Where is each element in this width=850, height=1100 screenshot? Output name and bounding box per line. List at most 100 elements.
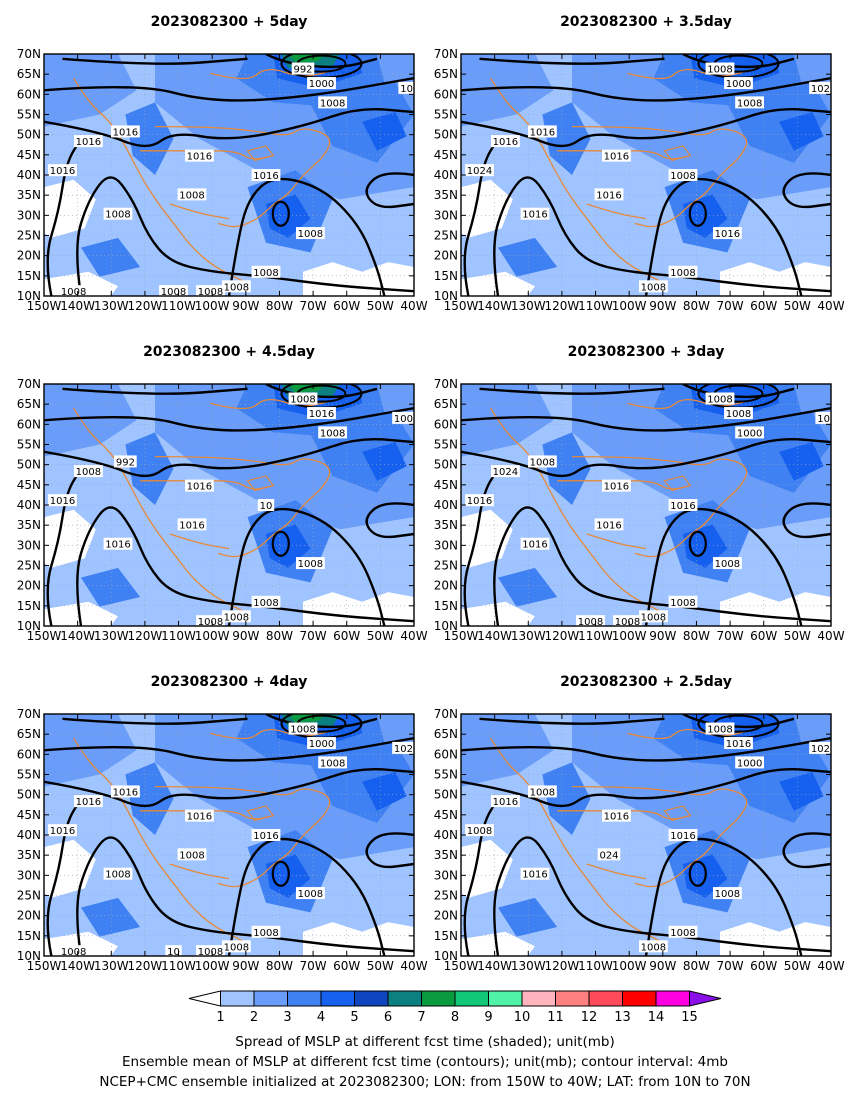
contour-label-bg	[318, 426, 347, 439]
spread-shade	[81, 567, 141, 607]
lake-outline	[246, 805, 275, 822]
low-spread-area	[461, 509, 513, 568]
contour-label-bg	[491, 135, 520, 148]
spread-shade	[542, 762, 591, 835]
isobar	[688, 530, 707, 557]
lat-tick-label: 30N	[434, 208, 458, 222]
lake-outline	[663, 145, 692, 162]
low-spread-area	[303, 592, 414, 626]
lon-tick-label: 60W	[750, 299, 777, 313]
contour-label: 1016	[596, 520, 621, 531]
contour-label: 1008	[320, 428, 345, 439]
panel-title: 2023082300 + 3.5day	[560, 14, 732, 30]
spread-shade	[362, 112, 407, 151]
contour-label: 1016	[670, 831, 695, 842]
lon-tick-label: 50W	[367, 629, 394, 643]
isobar	[62, 57, 248, 65]
lat-tick-label: 65N	[17, 397, 41, 411]
isobar	[271, 860, 290, 887]
isobar	[688, 860, 707, 887]
lat-tick-label: 45N	[17, 148, 41, 162]
lat-tick-label: 15N	[434, 599, 458, 613]
contour-label-bg	[177, 188, 207, 201]
contour-label: 1008	[298, 229, 323, 240]
map-panel: 2023082300 + 5day 992 1000 1008 1016 10 1016 10…	[17, 14, 428, 313]
isobar	[76, 836, 414, 956]
coastline	[627, 67, 758, 80]
colorbar-arrow-low	[188, 990, 221, 1007]
colorbar-label: 14	[648, 1010, 665, 1025]
colorbar-label: 3	[283, 1010, 291, 1025]
lat-tick-label: 15N	[17, 929, 41, 943]
lon-tick-label: 60W	[750, 959, 777, 973]
contour-label: 1016	[253, 171, 278, 182]
low-spread-area	[461, 271, 535, 296]
lon-tick-label: 80W	[266, 959, 293, 973]
contour-label: 1008	[198, 617, 223, 628]
colorbar-swatch	[555, 990, 590, 1007]
lat-tick-label: 60N	[434, 87, 458, 101]
contour-label: 10	[167, 947, 180, 958]
isobar	[644, 177, 803, 296]
contour-label-bg	[735, 426, 764, 439]
contour-label: 1008	[105, 210, 130, 221]
low-spread-area	[720, 262, 831, 296]
isobar	[44, 77, 414, 102]
lat-tick-label: 40N	[17, 498, 41, 512]
contour-label-bg	[465, 824, 494, 837]
lon-tick-label: 90W	[649, 959, 676, 973]
colorbar-swatch	[488, 990, 523, 1007]
colorbar-swatch	[320, 990, 355, 1007]
map-panel: 2023082300 + 4.5day100810161008992100010…	[17, 344, 428, 643]
contour-label-bg	[74, 135, 103, 148]
lat-tick-label: 10N	[434, 949, 458, 963]
colorbar-label: 7	[417, 1010, 425, 1025]
contour-label: 1008	[715, 889, 740, 900]
isobar	[493, 836, 831, 956]
colorbar-arrow-high	[689, 990, 722, 1007]
coastline	[169, 863, 230, 880]
lat-tick-label: 50N	[17, 128, 41, 142]
lon-tick-label: 40W	[400, 959, 427, 973]
contour-label-bg	[520, 867, 550, 880]
lon-tick-label: 150W	[444, 629, 479, 643]
colorbar-swatch	[354, 990, 389, 1007]
contour-label: 1008	[707, 65, 732, 76]
contour-label: 1008	[253, 268, 278, 279]
contour-label: 1016	[493, 797, 518, 808]
isobar	[365, 172, 414, 209]
contour-label: 1008	[61, 947, 86, 958]
lon-tick-label: 100W	[195, 629, 230, 643]
contour-label-bg	[594, 188, 624, 201]
coastline	[586, 533, 647, 550]
low-spread-area	[44, 509, 96, 568]
contour-label-bg	[713, 227, 742, 240]
lon-tick-label: 130W	[511, 299, 546, 313]
contour-label-bg	[465, 164, 494, 177]
contour-label-bg	[165, 945, 182, 956]
spread-shade	[81, 237, 141, 277]
contour-label-bg	[291, 62, 315, 75]
contour-label-bg	[705, 722, 735, 735]
map-area: 9921000100810161010161016101610161008100…	[44, 54, 414, 296]
contour-label-bg	[111, 125, 140, 138]
isobar	[365, 502, 414, 539]
low-spread-area	[303, 922, 414, 956]
lat-tick-label: 25N	[434, 559, 458, 573]
contour-label: 1016	[715, 229, 740, 240]
lat-tick-label: 35N	[17, 848, 41, 862]
contour-label: 1016	[604, 152, 629, 163]
isobar	[644, 507, 803, 626]
isobar	[461, 438, 831, 478]
lat-tick-label: 35N	[434, 848, 458, 862]
isobar	[76, 506, 414, 626]
contour-label-bg	[520, 207, 550, 220]
lat-tick-label: 40N	[17, 828, 41, 842]
lon-tick-label: 70W	[717, 299, 744, 313]
contour-label: 1016	[670, 501, 695, 512]
contour-label-bg	[288, 722, 318, 735]
contour-label-bg	[103, 537, 133, 550]
lon-tick-label: 130W	[94, 959, 129, 973]
lon-tick-label: 140W	[477, 959, 512, 973]
lat-tick-label: 65N	[434, 397, 458, 411]
